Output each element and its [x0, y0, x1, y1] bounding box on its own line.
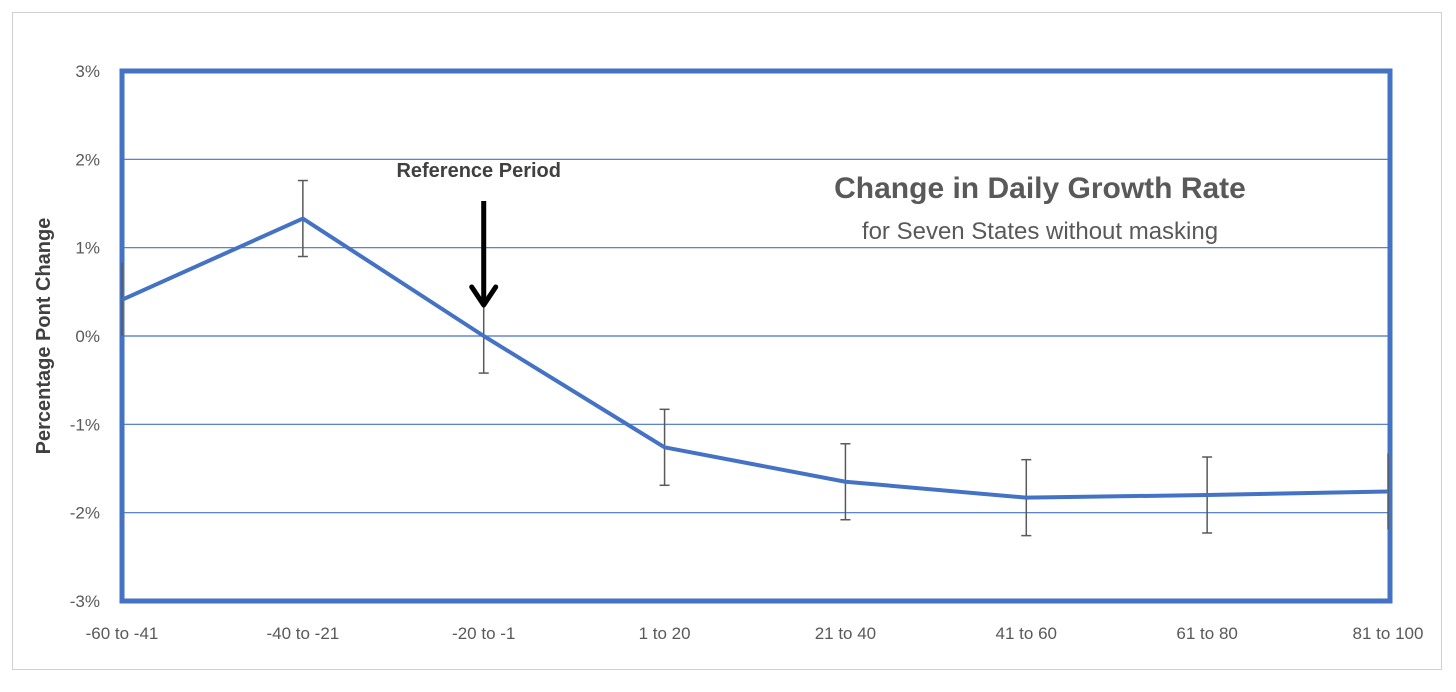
reference-period-annotation: Reference Period [396, 160, 561, 308]
y-tick-label: 0% [75, 327, 100, 346]
grid-lines [122, 158, 1390, 514]
x-tick-label: 1 to 20 [639, 624, 691, 643]
y-tick-label: -2% [70, 504, 100, 523]
y-tick-label: -3% [70, 592, 100, 611]
annotation-label: Reference Period [396, 160, 561, 182]
x-tick-label: 21 to 40 [815, 624, 876, 643]
x-tick-label: 81 to 100 [1353, 624, 1424, 643]
y-tick-label: 3% [75, 62, 100, 81]
y-tick-label: 2% [75, 150, 100, 169]
x-tick-label: -40 to -21 [266, 624, 339, 643]
chart-subtitle: for Seven States without masking [862, 218, 1218, 245]
chart-frame [12, 12, 1442, 670]
x-tick-label: 61 to 80 [1176, 624, 1237, 643]
arrow-down-icon [469, 284, 499, 308]
y-tick-labels: 3% 2% 1% 0% -1% -2% -3% [70, 62, 100, 611]
series-line [121, 216, 1389, 500]
x-tick-label: -60 to -41 [86, 624, 159, 643]
y-axis-label: Percentage Pont Change [33, 218, 55, 455]
chart-title: Change in Daily Growth Rate [834, 172, 1246, 205]
x-tick-label: -20 to -1 [452, 624, 515, 643]
x-tick-labels: -60 to -41 -40 to -21 -20 to -1 1 to 20 21 t… [86, 624, 1424, 643]
x-tick-label: 41 to 60 [996, 624, 1057, 643]
y-tick-label: -1% [70, 415, 100, 434]
y-tick-label: 1% [75, 239, 100, 258]
